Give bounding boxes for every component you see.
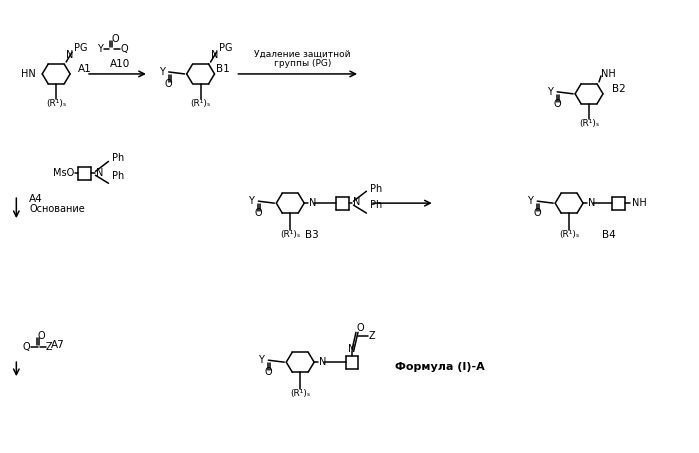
Text: Ph: Ph — [370, 200, 382, 210]
Text: O: O — [254, 208, 262, 218]
Text: Q: Q — [120, 44, 128, 54]
Text: Основание: Основание — [29, 204, 85, 214]
Text: N: N — [66, 50, 73, 60]
Text: Ph: Ph — [113, 154, 124, 164]
Text: Y: Y — [97, 44, 103, 54]
Text: N: N — [319, 357, 326, 367]
Text: Y: Y — [527, 196, 533, 206]
Text: Y: Y — [159, 67, 165, 77]
Text: (R¹)ₛ: (R¹)ₛ — [46, 99, 66, 108]
Text: Z: Z — [368, 331, 375, 341]
Text: B2: B2 — [612, 84, 626, 94]
Text: O: O — [38, 331, 45, 341]
Text: A4: A4 — [29, 194, 43, 204]
Text: (R¹)ₛ: (R¹)ₛ — [290, 390, 310, 399]
Text: Ph: Ph — [370, 184, 382, 194]
Text: O: O — [111, 34, 119, 44]
Text: N: N — [348, 344, 356, 354]
Text: O: O — [356, 323, 363, 333]
Text: B3: B3 — [305, 230, 319, 240]
Text: Ph: Ph — [113, 171, 124, 181]
Text: Y: Y — [547, 87, 553, 97]
Text: (R¹)ₛ: (R¹)ₛ — [280, 231, 301, 240]
Text: B1: B1 — [215, 64, 229, 74]
Text: A10: A10 — [110, 59, 130, 69]
Text: N: N — [588, 198, 596, 208]
Text: Y: Y — [249, 196, 254, 206]
Text: A1: A1 — [78, 64, 92, 74]
Text: B4: B4 — [602, 230, 616, 240]
Text: O: O — [554, 99, 561, 109]
Text: O: O — [165, 79, 173, 89]
Text: O: O — [264, 367, 272, 377]
Text: N: N — [96, 169, 103, 178]
Text: (R¹)ₛ: (R¹)ₛ — [190, 99, 210, 108]
Text: O: O — [533, 208, 541, 218]
Text: (R¹)ₛ: (R¹)ₛ — [579, 119, 599, 128]
Text: NH: NH — [633, 198, 647, 208]
Text: N: N — [309, 198, 317, 208]
Text: Q: Q — [22, 342, 30, 352]
Text: A7: A7 — [51, 340, 65, 350]
Text: HN: HN — [22, 69, 36, 79]
Text: Формула (I)-A: Формула (I)-A — [395, 362, 484, 372]
Text: Y: Y — [259, 355, 264, 365]
Text: Z: Z — [46, 342, 52, 352]
Text: PG: PG — [219, 43, 232, 53]
Text: Удаление защитной: Удаление защитной — [254, 49, 350, 58]
Text: N: N — [354, 197, 361, 207]
Text: PG: PG — [74, 43, 87, 53]
Text: MsO: MsO — [53, 169, 75, 178]
Text: NH: NH — [601, 69, 616, 79]
Text: (R¹)ₛ: (R¹)ₛ — [559, 231, 579, 240]
Text: группы (PG): группы (PG) — [273, 58, 331, 67]
Text: N: N — [210, 50, 218, 60]
